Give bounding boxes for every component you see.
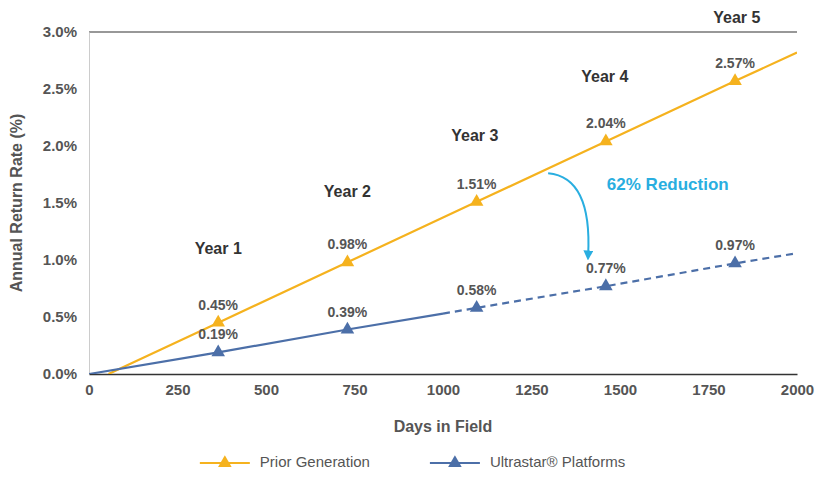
x-tick: 250 (165, 374, 190, 398)
y-axis: 0.0% 0.5% 1.0% 1.5% 2.0% 2.5% 3.0% (43, 23, 90, 382)
y-tick-label: 1.5% (43, 194, 77, 211)
x-axis: 0 250 500 750 1000 1250 1500 1750 2000 (85, 374, 814, 398)
y-tick: 0.0% (43, 365, 89, 382)
y-tick-label: 3.0% (43, 23, 77, 40)
series-marker (599, 134, 613, 146)
x-tick: 500 (254, 374, 279, 398)
series-marker (470, 300, 484, 312)
x-tick: 1750 (692, 374, 725, 398)
series-line-projected (443, 253, 797, 313)
y-tick: 1.5% (43, 194, 89, 211)
series-line-actual (89, 314, 443, 374)
annotation-label: Year 3 (451, 127, 498, 144)
series-marker (341, 254, 355, 266)
x-tick-label: 1750 (692, 381, 725, 398)
y-tick-label: 0.5% (43, 308, 77, 325)
annotation-label: Year 1 (195, 240, 242, 257)
x-tick-label: 1250 (515, 381, 548, 398)
legend-item: Ultrastar® Platforms (430, 453, 625, 470)
y-tick: 2.0% (43, 137, 89, 154)
x-tick: 2000 (781, 374, 814, 398)
y-tick: 0.5% (43, 308, 89, 325)
annotations: Year 1 Year 2 Year 3 Year 4 Year 5 62% Reduct… (195, 9, 761, 257)
x-axis-title: Days in Field (394, 418, 493, 435)
data-label: 0.77% (586, 260, 626, 276)
x-tick-label: 1500 (604, 381, 637, 398)
legend-marker (218, 455, 232, 467)
annotation-label: Year 4 (581, 68, 628, 85)
legend-label: Ultrastar® Platforms (490, 453, 625, 470)
x-tick: 0 (85, 374, 93, 398)
data-label: 0.39% (328, 304, 368, 320)
x-tick-label: 1000 (427, 381, 460, 398)
legend-label: Prior Generation (260, 453, 370, 470)
data-label: 0.19% (198, 326, 238, 342)
data-label: 0.45% (198, 297, 238, 313)
series-marker (728, 256, 742, 268)
y-tick: 2.5% (43, 80, 89, 97)
plot-top-border (89, 31, 797, 32)
legend: Prior Generation Ultrastar® Platforms (200, 453, 625, 470)
data-label: 2.57% (715, 55, 755, 71)
y-tick-label: 2.5% (43, 80, 77, 97)
x-tick-label: 750 (342, 381, 367, 398)
data-label: 0.98% (328, 236, 368, 252)
data-label: 0.58% (457, 282, 497, 298)
x-tick-label: 0 (85, 381, 93, 398)
x-tick: 1500 (604, 374, 637, 398)
y-axis-title: Annual Return Rate (%) (8, 114, 25, 293)
x-tick: 1000 (427, 374, 460, 398)
series-marker (211, 315, 225, 327)
y-axis-line (89, 33, 90, 375)
y-tick: 1.0% (43, 251, 89, 268)
series-marker (470, 194, 484, 206)
x-tick: 1250 (515, 374, 548, 398)
annotation-label: Year 5 (713, 9, 760, 26)
plot-marks (89, 53, 797, 374)
x-tick-label: 500 (254, 381, 279, 398)
legend-item: Prior Generation (200, 453, 370, 470)
series-marker (728, 73, 742, 85)
chart: 0.0% 0.5% 1.0% 1.5% 2.0% 2.5% 3.0% 0 250 500 750 10… (0, 0, 825, 486)
data-labels: 0.45% 0.98% 1.51% 2.04% 2.57% 0.19% 0.39% 0.58%… (198, 55, 755, 342)
annotation-callout: 62% Reduction (607, 175, 729, 194)
data-label: 1.51% (457, 176, 497, 192)
y-tick: 3.0% (43, 23, 89, 40)
series-marker (341, 322, 355, 334)
x-axis-line (90, 374, 798, 376)
data-label: 0.97% (715, 237, 755, 253)
x-tick-label: 250 (165, 381, 190, 398)
y-tick-label: 2.0% (43, 137, 77, 154)
x-tick-label: 2000 (781, 381, 814, 398)
annotation-label: Year 2 (324, 183, 371, 200)
series-marker (211, 344, 225, 356)
y-tick-label: 0.0% (43, 365, 77, 382)
series-marker (599, 278, 613, 290)
series-line (108, 53, 797, 374)
legend-marker (448, 455, 462, 467)
y-tick-label: 1.0% (43, 251, 77, 268)
annotation-arrow (548, 173, 588, 255)
data-label: 2.04% (586, 115, 626, 131)
x-tick: 750 (342, 374, 367, 398)
